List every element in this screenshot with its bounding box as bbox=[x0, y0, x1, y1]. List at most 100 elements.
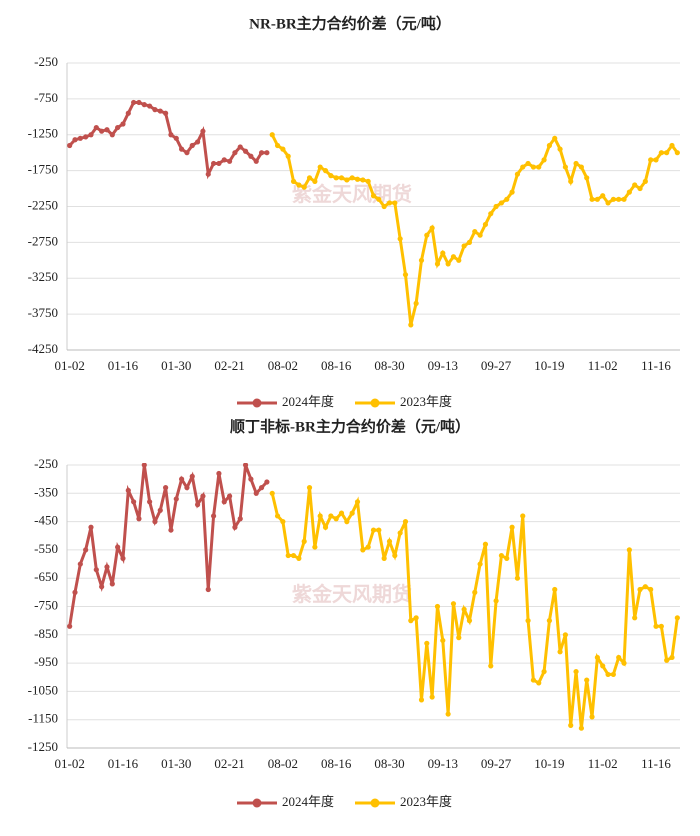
marker bbox=[573, 668, 579, 675]
marker bbox=[131, 99, 137, 106]
marker bbox=[269, 132, 275, 138]
marker bbox=[83, 134, 89, 140]
y-tick-label: -450 bbox=[34, 513, 58, 528]
marker bbox=[536, 680, 542, 686]
y-tick-label: -4250 bbox=[28, 341, 58, 356]
marker bbox=[605, 671, 611, 678]
marker bbox=[370, 527, 377, 533]
y-tick-label: -1050 bbox=[28, 682, 58, 697]
x-tick-label: 08-16 bbox=[321, 756, 352, 771]
marker bbox=[440, 250, 446, 256]
marker bbox=[152, 519, 158, 525]
x-tick-label: 11-02 bbox=[588, 756, 618, 771]
marker bbox=[131, 499, 137, 505]
marker bbox=[344, 177, 350, 183]
y-tick-label: -650 bbox=[34, 569, 58, 584]
marker bbox=[67, 142, 73, 149]
marker bbox=[72, 589, 78, 595]
marker bbox=[301, 184, 307, 190]
marker bbox=[493, 598, 499, 604]
marker bbox=[232, 150, 238, 156]
marker bbox=[568, 722, 574, 728]
x-tick-label: 01-16 bbox=[108, 756, 139, 771]
marker bbox=[104, 564, 110, 570]
marker bbox=[621, 196, 627, 202]
marker bbox=[397, 236, 403, 242]
marker bbox=[205, 586, 211, 593]
marker bbox=[493, 203, 499, 210]
marker bbox=[632, 615, 638, 621]
marker bbox=[637, 586, 643, 593]
marker bbox=[664, 150, 670, 156]
marker bbox=[205, 171, 211, 177]
marker bbox=[578, 164, 584, 170]
legend-marker bbox=[252, 398, 262, 408]
legend-label: 2023年度 bbox=[400, 394, 452, 409]
marker bbox=[386, 200, 393, 206]
marker bbox=[408, 322, 414, 328]
marker bbox=[482, 541, 489, 547]
marker bbox=[344, 519, 350, 525]
marker bbox=[658, 623, 664, 629]
marker bbox=[541, 157, 547, 163]
line bbox=[270, 487, 679, 729]
marker bbox=[450, 601, 457, 607]
marker bbox=[189, 142, 195, 149]
marker bbox=[115, 124, 121, 131]
marker bbox=[466, 618, 473, 624]
marker bbox=[477, 232, 483, 238]
x-tick-label: 11-16 bbox=[641, 756, 671, 771]
marker bbox=[83, 547, 89, 553]
marker bbox=[285, 153, 291, 159]
x-tick-label: 09-27 bbox=[481, 358, 512, 373]
x-tick-label: 09-13 bbox=[428, 756, 458, 771]
marker bbox=[466, 239, 473, 245]
marker bbox=[179, 146, 185, 152]
x-tick-label: 11-02 bbox=[588, 358, 618, 373]
marker bbox=[418, 697, 425, 703]
marker bbox=[461, 606, 467, 612]
x-tick-label: 09-27 bbox=[481, 756, 512, 771]
x-tick-label: 09-13 bbox=[428, 358, 458, 373]
marker bbox=[397, 530, 403, 536]
marker bbox=[115, 544, 121, 550]
marker bbox=[200, 493, 206, 499]
marker bbox=[514, 575, 521, 581]
marker bbox=[72, 137, 78, 143]
marker bbox=[450, 254, 457, 260]
marker bbox=[392, 200, 398, 206]
marker bbox=[109, 132, 115, 138]
marker bbox=[248, 153, 254, 159]
marker bbox=[125, 110, 131, 116]
legend-marker bbox=[370, 398, 380, 408]
marker bbox=[253, 158, 259, 164]
x-tick-label: 10-19 bbox=[534, 756, 564, 771]
marker bbox=[157, 108, 163, 114]
marker bbox=[669, 142, 675, 149]
x-tick-label: 02-21 bbox=[214, 756, 244, 771]
marker bbox=[568, 178, 574, 184]
marker bbox=[147, 499, 153, 505]
marker bbox=[109, 581, 115, 587]
y-tick-label: -3750 bbox=[28, 305, 58, 320]
marker bbox=[120, 555, 126, 561]
line bbox=[68, 100, 267, 180]
marker bbox=[280, 146, 286, 152]
marker bbox=[237, 144, 243, 150]
marker bbox=[296, 182, 302, 188]
marker bbox=[312, 544, 318, 550]
x-tick-label: 01-30 bbox=[161, 358, 191, 373]
marker bbox=[120, 121, 126, 127]
marker bbox=[413, 300, 419, 306]
x-tick-label: 08-30 bbox=[374, 756, 404, 771]
marker bbox=[653, 623, 659, 629]
x-tick-label: 02-21 bbox=[214, 358, 244, 373]
marker bbox=[360, 177, 366, 183]
marker bbox=[498, 200, 505, 206]
marker bbox=[264, 479, 270, 485]
legend-marker bbox=[252, 798, 262, 808]
marker bbox=[376, 196, 382, 202]
marker bbox=[237, 516, 243, 522]
marker bbox=[173, 496, 179, 502]
marker bbox=[552, 135, 558, 141]
